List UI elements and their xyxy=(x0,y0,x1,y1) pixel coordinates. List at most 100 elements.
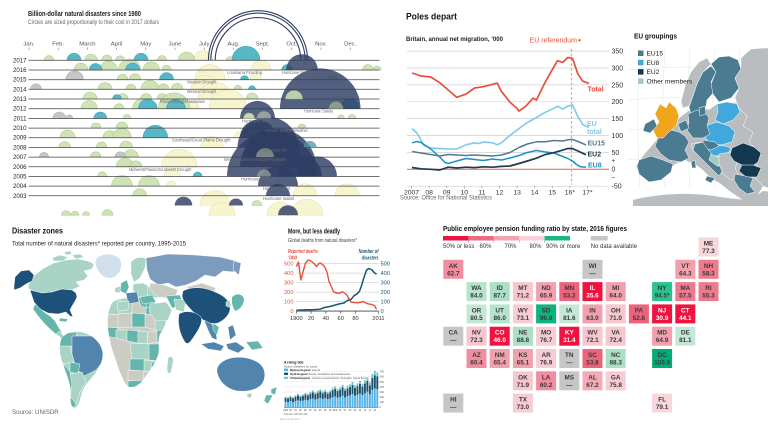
svg-text:Aug.: Aug. xyxy=(227,42,239,48)
svg-text:52.6: 52.6 xyxy=(633,315,646,322)
svg-text:400: 400 xyxy=(381,271,391,277)
svg-text:MI: MI xyxy=(612,285,619,292)
svg-text:No data available: No data available xyxy=(591,244,638,250)
svg-text:AK: AK xyxy=(449,263,459,270)
svg-text:90% or more: 90% or more xyxy=(546,244,581,250)
svg-text:Britain, annual net migration,: Britain, annual net migration, ’000 xyxy=(406,36,503,43)
svg-text:Global deaths from natural dis: Global deaths from natural disasters* xyxy=(288,238,358,244)
svg-text:—: — xyxy=(566,360,573,367)
svg-text:82: 82 xyxy=(289,410,292,412)
svg-text:SD: SD xyxy=(542,307,551,314)
svg-text:Source: Office for National St: Source: Office for National Statistics xyxy=(400,195,492,202)
svg-text:Source: Munich Re: Source: Munich Re xyxy=(284,412,308,416)
svg-text:Climatological: Climatological xyxy=(290,376,310,380)
svg-text:Western/Eastern Drought/Heatwa: Western/Eastern Drought/Heatwave xyxy=(224,157,287,163)
svg-text:Poles depart: Poles depart xyxy=(406,12,457,22)
svg-text:80: 80 xyxy=(352,316,358,322)
svg-text:65.4: 65.4 xyxy=(493,360,506,367)
svg-text:CT: CT xyxy=(681,307,690,314)
svg-text:11: 11 xyxy=(478,190,485,197)
svg-text:63.0: 63.0 xyxy=(586,315,599,322)
svg-text:KY: KY xyxy=(565,330,575,337)
svg-text:Billion-dollar natural disaste: Billion-dollar natural disasters since 1… xyxy=(28,9,141,18)
svg-text:Hurricane Isabel: Hurricane Isabel xyxy=(263,196,294,202)
svg-text:77.3: 77.3 xyxy=(702,248,715,255)
svg-text:—: — xyxy=(566,382,573,389)
svg-text:92: 92 xyxy=(314,410,317,412)
svg-text:—: — xyxy=(589,270,596,277)
svg-text:2006: 2006 xyxy=(13,164,27,171)
svg-text:84: 84 xyxy=(294,410,297,412)
svg-text:AL: AL xyxy=(588,374,597,381)
svg-text:60.4: 60.4 xyxy=(470,360,483,367)
svg-text:Southeast/Great Plains Drought: Southeast/Great Plains Drought xyxy=(172,138,231,144)
svg-text:2011: 2011 xyxy=(13,115,27,122)
svg-text:MT: MT xyxy=(518,285,527,292)
svg-text:94.5*: 94.5* xyxy=(655,293,670,300)
svg-text:64.3: 64.3 xyxy=(679,270,692,277)
svg-text:KS: KS xyxy=(518,352,528,359)
svg-text:53.8: 53.8 xyxy=(586,360,599,367)
svg-text:NY: NY xyxy=(658,285,668,292)
svg-text:—: — xyxy=(450,337,457,344)
svg-text:NM: NM xyxy=(495,352,505,359)
svg-text:88.8: 88.8 xyxy=(517,337,530,344)
svg-text:DC: DC xyxy=(657,352,667,359)
svg-text:April: April xyxy=(111,42,123,48)
svg-text:UT: UT xyxy=(495,307,504,314)
svg-text:55.3: 55.3 xyxy=(702,293,715,300)
svg-text:Hurricane Sandy: Hurricane Sandy xyxy=(304,109,334,115)
svg-text:50: 50 xyxy=(612,150,620,157)
svg-text:EU2: EU2 xyxy=(647,69,660,76)
svg-text:VT: VT xyxy=(681,263,689,270)
svg-text:NC: NC xyxy=(611,352,621,359)
svg-text:94: 94 xyxy=(319,410,322,412)
svg-text:96: 96 xyxy=(324,410,327,412)
svg-text:300: 300 xyxy=(284,281,294,287)
svg-text:0: 0 xyxy=(381,309,384,315)
svg-text:+: + xyxy=(612,158,616,165)
svg-text:EU8: EU8 xyxy=(588,162,602,169)
svg-text:600: 600 xyxy=(380,375,385,379)
svg-text:ND: ND xyxy=(541,285,551,292)
svg-text:Louisiana Flooding: Louisiana Flooding xyxy=(227,70,262,76)
svg-text:73.0: 73.0 xyxy=(517,404,530,411)
svg-text:31.4: 31.4 xyxy=(563,337,576,344)
svg-text:400: 400 xyxy=(380,385,385,389)
svg-text:WY: WY xyxy=(518,307,529,314)
svg-text:10: 10 xyxy=(359,410,362,412)
svg-text:WV: WV xyxy=(587,330,598,337)
svg-text:June: June xyxy=(169,42,182,48)
svg-text:64.0: 64.0 xyxy=(609,293,622,300)
svg-text:200: 200 xyxy=(381,290,391,296)
svg-text:76.7: 76.7 xyxy=(540,337,553,344)
svg-text:60: 60 xyxy=(338,316,344,322)
svg-text:Midwest/Plains/Southeast Droug: Midwest/Plains/Southeast Drought xyxy=(129,167,192,173)
svg-text:ID: ID xyxy=(496,285,503,292)
svg-text:disasters: disasters xyxy=(362,256,380,262)
svg-text:Source: UNISDR: Source: UNISDR xyxy=(12,409,59,416)
svg-text:2005: 2005 xyxy=(13,174,27,181)
svg-text:EU8: EU8 xyxy=(647,60,660,67)
svg-text:500: 500 xyxy=(381,262,391,268)
svg-text:OK: OK xyxy=(518,374,528,381)
svg-text:total: total xyxy=(587,129,602,136)
svg-text:15: 15 xyxy=(549,190,557,197)
svg-text:ME: ME xyxy=(704,241,714,248)
svg-text:71.2: 71.2 xyxy=(517,293,530,300)
svg-text:2007: 2007 xyxy=(13,154,27,161)
svg-text:88: 88 xyxy=(304,410,307,412)
svg-text:72.3: 72.3 xyxy=(470,337,483,344)
svg-text:0: 0 xyxy=(612,167,616,174)
svg-text:87.7: 87.7 xyxy=(493,293,506,300)
svg-text:71.0: 71.0 xyxy=(609,315,622,322)
svg-text:86: 86 xyxy=(299,410,302,412)
svg-text:Sept.: Sept. xyxy=(256,42,270,48)
svg-text:2000: 2000 xyxy=(333,410,339,412)
svg-text:Arizona Severe Weather: Arizona Severe Weather xyxy=(265,128,308,134)
svg-text:65.1: 65.1 xyxy=(517,360,530,367)
svg-text:storms: storms xyxy=(312,368,321,372)
svg-text:75.8: 75.8 xyxy=(609,382,622,389)
svg-text:MD: MD xyxy=(657,330,667,337)
svg-text:72.4: 72.4 xyxy=(609,337,622,344)
